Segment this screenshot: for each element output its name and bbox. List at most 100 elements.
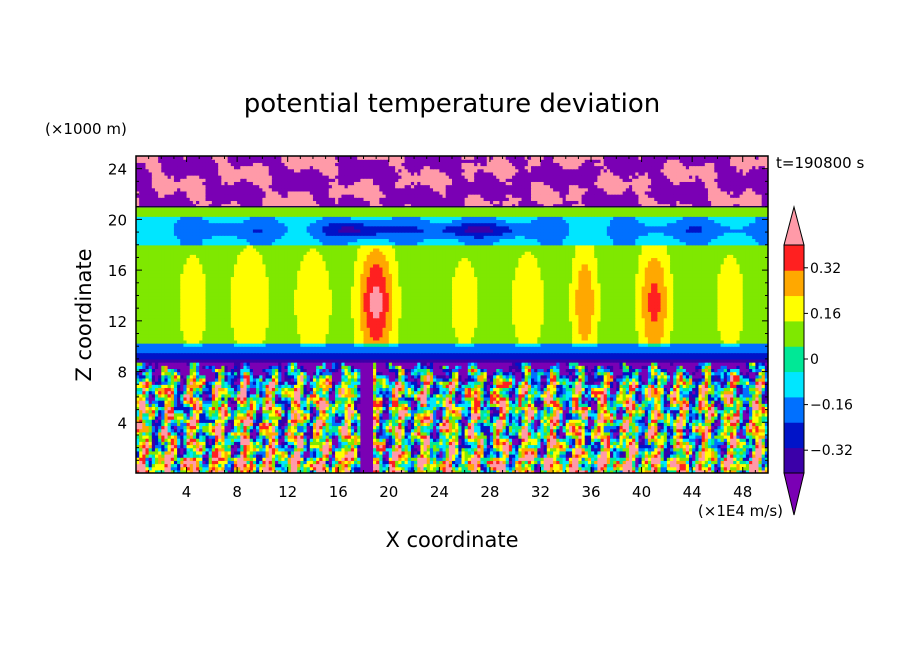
field-cell	[325, 450, 330, 455]
field-cell	[556, 422, 561, 427]
field-cell	[606, 403, 611, 408]
field-cell	[720, 457, 725, 461]
field-cell	[227, 428, 232, 433]
field-cell	[704, 412, 709, 417]
field-cell	[376, 415, 380, 420]
field-cell	[606, 422, 611, 427]
field-cell	[711, 457, 715, 461]
field-cell	[502, 422, 507, 427]
field-cell	[730, 469, 734, 473]
field-cell	[300, 425, 305, 430]
field-cell	[600, 396, 605, 401]
field-cell	[565, 460, 570, 465]
field-cell	[493, 450, 497, 455]
field-cell	[546, 466, 551, 471]
field-cell	[452, 460, 456, 465]
field-cell	[537, 469, 542, 473]
field-cell	[474, 466, 478, 471]
field-cell	[284, 403, 289, 408]
field-cell	[297, 393, 301, 398]
field-cell	[246, 409, 251, 414]
field-cell	[173, 403, 178, 408]
field-cell	[587, 466, 592, 471]
field-cell	[632, 393, 636, 398]
field-cell	[673, 412, 677, 417]
field-cell	[170, 406, 175, 411]
field-cell	[246, 463, 251, 468]
field-cell	[461, 457, 466, 461]
field-cell	[452, 406, 456, 411]
field-cell	[420, 400, 425, 404]
field-cell	[369, 431, 374, 436]
field-cell	[338, 409, 342, 414]
field-cell	[259, 434, 263, 439]
field-cell	[489, 463, 494, 468]
field-cell	[142, 460, 147, 465]
field-cell	[173, 412, 178, 417]
field-cell	[663, 431, 668, 436]
field-cell	[439, 438, 444, 442]
field-cell	[707, 409, 712, 414]
field-cell	[249, 438, 254, 442]
field-cell	[515, 396, 519, 401]
field-cell	[385, 428, 390, 433]
field-cell	[407, 444, 412, 449]
field-cell	[499, 425, 504, 430]
field-cell	[158, 415, 162, 420]
field-cell	[252, 403, 257, 408]
field-cell	[186, 415, 191, 420]
field-cell	[578, 431, 583, 436]
field-cell	[303, 447, 308, 452]
field-cell	[654, 419, 658, 423]
field-cell	[594, 393, 598, 398]
field-cell	[512, 469, 516, 473]
field-cell	[252, 425, 257, 430]
field-cell	[417, 438, 421, 442]
field-cell	[350, 406, 355, 411]
field-cell	[562, 460, 567, 465]
field-cell	[543, 447, 548, 452]
field-cell	[395, 396, 399, 401]
field-cell	[591, 469, 595, 473]
field-cell	[208, 469, 213, 473]
field-cell	[689, 444, 693, 449]
field-cell	[707, 422, 712, 427]
field-cell	[619, 406, 624, 411]
field-cell	[499, 450, 504, 455]
field-cell	[610, 428, 614, 433]
field-cell	[433, 428, 437, 433]
field-cell	[739, 409, 744, 414]
field-cell	[379, 453, 384, 458]
field-cell	[173, 444, 178, 449]
field-cell	[379, 466, 384, 471]
field-cell	[606, 457, 611, 461]
field-cell	[445, 406, 450, 411]
field-cell	[199, 457, 203, 461]
field-cell	[572, 469, 576, 473]
field-cell	[177, 460, 181, 465]
field-cell	[603, 422, 608, 427]
field-cell	[549, 450, 554, 455]
field-cell	[666, 396, 671, 401]
field-cell	[354, 438, 358, 442]
field-cell	[233, 457, 238, 461]
field-cell	[505, 460, 510, 465]
field-cell	[553, 438, 557, 442]
field-cell	[221, 447, 226, 452]
field-cell	[154, 453, 159, 458]
field-cell	[755, 444, 760, 449]
field-cell	[518, 463, 523, 468]
field-cell	[714, 444, 719, 449]
field-cell	[736, 409, 741, 414]
field-cell	[391, 422, 396, 427]
field-cell	[192, 463, 197, 468]
field-cell	[489, 460, 494, 465]
field-cell	[322, 422, 327, 427]
field-cell	[167, 419, 172, 423]
field-cell	[136, 403, 140, 408]
field-cell	[496, 419, 500, 423]
field-cell	[572, 396, 576, 401]
field-cell	[306, 469, 311, 473]
field-cell	[423, 460, 428, 465]
field-cell	[676, 393, 681, 398]
